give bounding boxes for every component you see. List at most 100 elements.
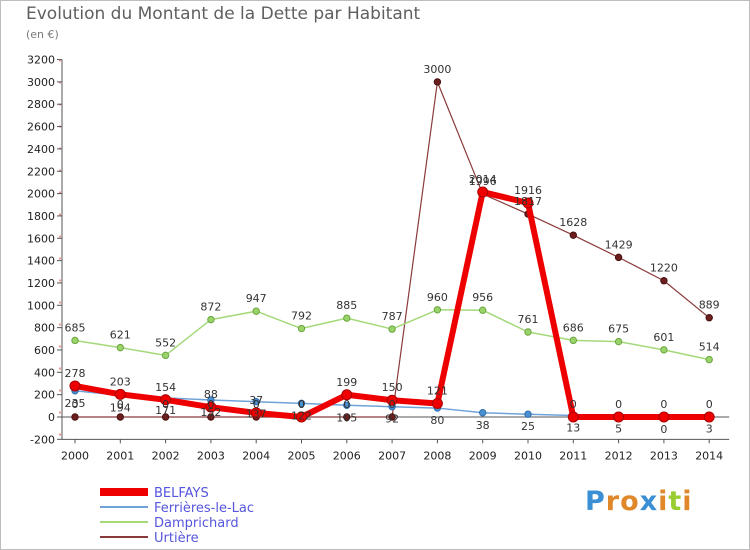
- logo-letter: i: [658, 486, 669, 517]
- data-label: 787: [382, 310, 403, 323]
- data-label: 885: [336, 299, 357, 312]
- data-label: 25: [521, 420, 535, 433]
- data-point: [160, 394, 172, 406]
- data-label: 121: [427, 384, 448, 397]
- y-tick-label: 2000: [27, 188, 55, 201]
- data-point: [433, 306, 442, 314]
- y-tick-label: 600: [34, 344, 55, 357]
- data-label: 235: [65, 397, 86, 410]
- data-point: [660, 346, 668, 354]
- x-tick-label: 2010: [514, 449, 542, 462]
- data-label: 1817: [514, 195, 542, 208]
- y-tick-label: 3200: [27, 54, 55, 67]
- data-point: [703, 411, 715, 423]
- data-point: [658, 411, 670, 423]
- data-point: [252, 397, 260, 406]
- data-point: [161, 413, 170, 421]
- data-point: [660, 277, 668, 285]
- y-tick-label: 1200: [27, 277, 55, 290]
- data-point: [705, 355, 713, 364]
- data-label: 0: [298, 398, 305, 411]
- legend-swatch: [100, 506, 148, 508]
- data-label: 3: [706, 423, 713, 436]
- y-tick-label: 200: [34, 389, 55, 402]
- data-point: [161, 351, 170, 360]
- data-point: [116, 343, 125, 352]
- data-point: [479, 306, 487, 314]
- data-label: 88: [204, 388, 218, 401]
- data-label: 0: [207, 398, 214, 411]
- x-tick-label: 2009: [469, 449, 497, 462]
- y-tick-label: 0: [48, 411, 55, 424]
- data-label: 1220: [650, 262, 678, 275]
- legend-label: Urtière: [154, 531, 199, 546]
- chart-subtitle: (en €): [26, 28, 59, 41]
- data-point: [522, 197, 534, 209]
- data-label: 601: [653, 331, 674, 344]
- data-point: [388, 413, 396, 421]
- data-point: [297, 324, 306, 333]
- logo-letter: o: [620, 486, 640, 517]
- chart-title: Evolution du Montant de la Dette par Hab…: [26, 4, 421, 24]
- logo-letter: r: [605, 486, 621, 517]
- logo-letter: x: [639, 486, 659, 517]
- data-label: 621: [110, 329, 131, 342]
- legend-swatch: [100, 521, 148, 523]
- data-point: [296, 411, 307, 423]
- data-label: 13: [566, 422, 580, 435]
- data-label: 38: [476, 419, 490, 432]
- y-tick-label: 400: [34, 366, 55, 379]
- data-point: [388, 325, 396, 333]
- data-label: 552: [155, 336, 176, 349]
- y-tick-label: 2800: [27, 98, 55, 111]
- y-tick-label: 3000: [27, 76, 55, 89]
- x-tick-label: 2012: [605, 449, 633, 462]
- data-label: 80: [430, 414, 444, 427]
- data-label: 105: [336, 411, 357, 424]
- proxiti-logo: Proxiti: [585, 486, 693, 517]
- y-tick-label: 1800: [27, 210, 55, 223]
- data-label: 956: [472, 291, 493, 304]
- data-label: 0: [72, 398, 79, 411]
- logo-letter: i: [682, 486, 693, 517]
- data-point: [252, 307, 260, 315]
- data-label: 2014: [469, 173, 497, 186]
- data-label: 0: [298, 398, 305, 411]
- data-point: [614, 337, 623, 346]
- data-label: 0: [615, 398, 622, 411]
- data-label: 1916: [514, 184, 542, 197]
- legend-label: BELFAYS: [154, 486, 209, 501]
- data-label: 37: [249, 394, 263, 407]
- data-label: 1628: [559, 216, 587, 229]
- y-tick-label: -200: [30, 433, 55, 446]
- data-label: 92: [385, 413, 399, 426]
- x-tick-label: 2014: [695, 449, 723, 462]
- data-label: 0: [162, 398, 169, 411]
- data-label: 792: [291, 310, 312, 323]
- x-tick-label: 2003: [197, 449, 225, 462]
- legend-label: Ferrières-le-Lac: [154, 501, 254, 516]
- data-point: [297, 399, 306, 408]
- data-point: [613, 411, 625, 423]
- x-tick-label: 2004: [242, 449, 270, 462]
- data-label: 194: [110, 401, 131, 414]
- x-tick-label: 2006: [333, 449, 361, 462]
- data-point: [569, 336, 577, 345]
- data-label: 0: [253, 398, 260, 411]
- data-label: 1996: [469, 175, 497, 188]
- data-label: 154: [155, 381, 176, 394]
- data-label: 152: [200, 406, 221, 419]
- y-tick-label: 2400: [27, 143, 55, 156]
- legend-swatch: [100, 536, 148, 538]
- data-point: [116, 413, 125, 421]
- x-tick-label: 2013: [650, 449, 678, 462]
- y-tick-label: 1600: [27, 232, 55, 245]
- data-label: 685: [65, 321, 86, 334]
- x-tick-label: 2008: [423, 449, 451, 462]
- data-label: 278: [65, 367, 86, 380]
- legend-label: Damprichard: [154, 516, 239, 531]
- data-point: [343, 413, 351, 421]
- data-point: [207, 315, 215, 324]
